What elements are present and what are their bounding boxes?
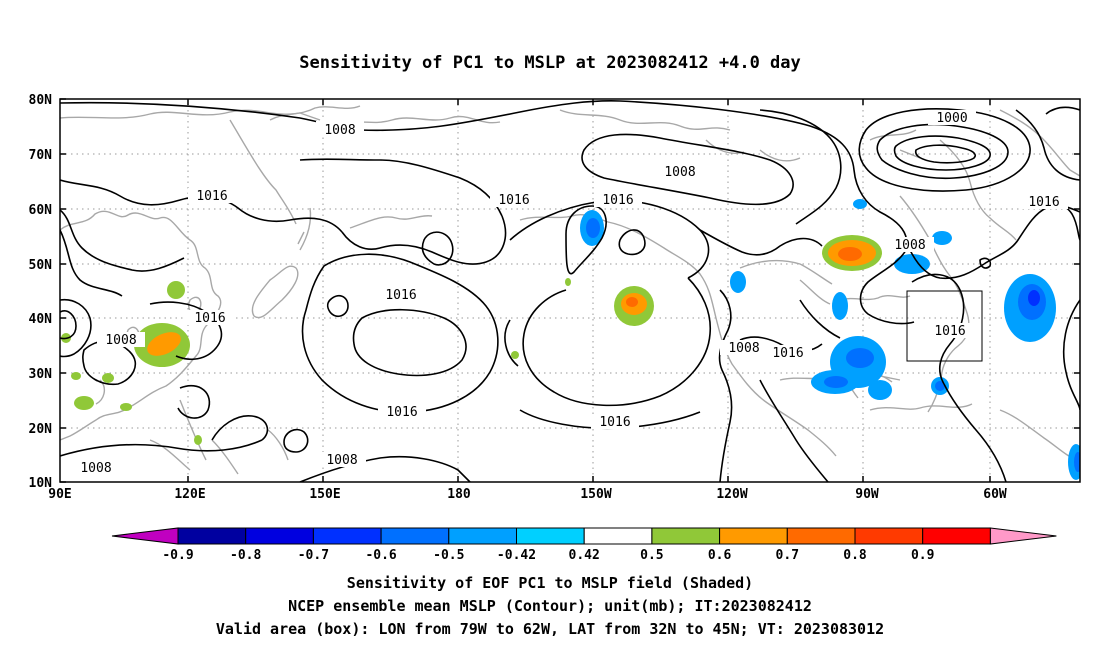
contour-label: 1016 — [498, 193, 529, 208]
contour-label: 1000 — [936, 111, 967, 126]
lon-tick-label: 90W — [855, 487, 879, 502]
colorbar — [111, 527, 1057, 545]
lat-tick-label: 60N — [29, 203, 53, 218]
colorbar-tick-label: -0.42 — [497, 548, 536, 563]
contour-label: 1008 — [894, 238, 925, 253]
contour-label: 1016 — [386, 405, 417, 420]
valid-area-box — [906, 290, 983, 362]
longitude-axis — [187, 99, 991, 482]
colorbar-low-arrow — [111, 527, 179, 545]
lon-tick-label: 120E — [174, 487, 205, 502]
contour-label: 1008 — [326, 453, 357, 468]
lat-tick-label: 50N — [29, 258, 53, 273]
caption-line-2: NCEP ensemble mean MSLP (Contour); unit(… — [288, 597, 812, 615]
lat-tick-label: 80N — [29, 93, 53, 108]
contour-label: 1008 — [324, 123, 355, 138]
sensitivity-shading — [61, 199, 1080, 480]
lon-tick-label: 150W — [580, 487, 611, 502]
contour-label: 1008 — [105, 333, 136, 348]
contour-label: 1016 — [934, 324, 965, 339]
contour-label: 1016 — [196, 189, 227, 204]
colorbar-swatch — [651, 527, 721, 545]
lon-tick-label: 90E — [48, 487, 71, 502]
latitude-labels: 80N 70N 60N 50N 40N 30N 20N 10N — [29, 93, 53, 491]
colorbar-tick-label: -0.5 — [433, 548, 464, 563]
figure-title: Sensitivity of PC1 to MSLP at 2023082412… — [299, 53, 801, 73]
colorbar-tick-label: 0.8 — [843, 548, 867, 563]
lon-tick-label: 150E — [309, 487, 340, 502]
lon-tick-label: 120W — [716, 487, 747, 502]
contour-label: 1016 — [1028, 195, 1059, 210]
lat-tick-label: 40N — [29, 312, 53, 327]
colorbar-tick-label: 0.5 — [640, 548, 663, 563]
caption-line-3: Valid area (box): LON from 79W to 62W, L… — [216, 620, 884, 638]
colorbar-swatch — [177, 527, 247, 545]
colorbar-swatch — [583, 527, 653, 545]
colorbar-tick-label: -0.6 — [365, 548, 396, 563]
contour-label: 1016 — [194, 311, 225, 326]
colorbar-tick-label: -0.7 — [298, 548, 329, 563]
negative-sensitivity-areas — [580, 199, 1080, 480]
colorbar-tick-label: -0.9 — [162, 548, 193, 563]
contour-label: 1008 — [664, 165, 695, 180]
colorbar-swatch — [245, 527, 314, 545]
colorbar-tick-label: 0.6 — [708, 548, 732, 563]
contour-label: 1016 — [602, 193, 633, 208]
contour-label: 1008 — [80, 461, 111, 476]
colorbar-swatch — [786, 527, 856, 545]
caption: Sensitivity of EOF PC1 to MSLP field (Sh… — [216, 574, 884, 638]
colorbar-swatch — [922, 527, 991, 545]
colorbar-swatch — [719, 527, 788, 545]
longitude-labels: 90E 120E 150E 180 150W 120W 90W 60W — [48, 487, 1007, 502]
lon-tick-label: 180 — [447, 487, 471, 502]
colorbar-swatch — [854, 527, 924, 545]
colorbar-tick-label: 0.9 — [911, 548, 934, 563]
colorbar-swatch — [380, 527, 450, 545]
lat-tick-label: 30N — [29, 367, 53, 382]
contour-label: 1016 — [599, 415, 630, 430]
colorbar-tick-label: 0.7 — [776, 548, 799, 563]
colorbar-swatch — [448, 527, 517, 545]
contour-label: 1016 — [385, 288, 416, 303]
contour-labels: 1008 1016 1008 1016 1016 1016 1008 1016 … — [72, 110, 1068, 476]
colorbar-tick-label: -0.8 — [230, 548, 261, 563]
contour-label: 1008 — [728, 341, 759, 356]
map-frame — [59, 98, 1081, 483]
map-panel: 1008 1016 1008 1016 1016 1016 1008 1016 … — [29, 93, 1081, 502]
latitude-axis — [60, 98, 1080, 483]
caption-line-1: Sensitivity of EOF PC1 to MSLP field (Sh… — [347, 574, 753, 592]
lat-tick-label: 20N — [29, 422, 53, 437]
lat-tick-label: 70N — [29, 148, 53, 163]
lat-tick-label: 10N — [29, 476, 53, 491]
colorbar-swatch — [312, 527, 382, 545]
lon-tick-label: 60W — [983, 487, 1007, 502]
colorbar-swatch — [516, 527, 585, 545]
contour-label: 1016 — [772, 346, 803, 361]
colorbar-tick-label: 0.42 — [569, 548, 600, 563]
colorbar-high-arrow — [989, 527, 1057, 545]
colorbar-labels: -0.9 -0.8 -0.7 -0.6 -0.5 -0.42 0.42 0.5 0.6 0.7 0.… — [162, 548, 934, 563]
